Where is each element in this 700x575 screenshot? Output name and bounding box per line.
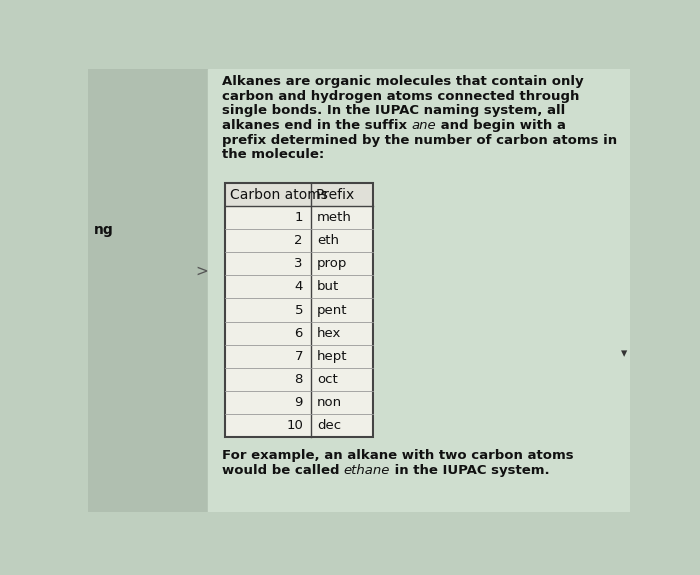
Bar bbox=[225, 183, 372, 437]
Text: ng: ng bbox=[94, 223, 113, 237]
Text: eth: eth bbox=[317, 234, 339, 247]
Text: ▾: ▾ bbox=[621, 347, 627, 361]
Text: Prefix: Prefix bbox=[315, 187, 355, 201]
Text: For example, an alkane with two carbon atoms: For example, an alkane with two carbon a… bbox=[222, 450, 573, 462]
Text: 2: 2 bbox=[295, 234, 303, 247]
Bar bbox=[88, 69, 208, 512]
Text: 10: 10 bbox=[286, 419, 303, 432]
Text: hept: hept bbox=[317, 350, 347, 363]
Text: Alkanes are organic molecules that contain only: Alkanes are organic molecules that conta… bbox=[222, 75, 583, 88]
Text: Carbon atoms: Carbon atoms bbox=[230, 187, 328, 201]
Text: and begin with a: and begin with a bbox=[436, 119, 566, 132]
Text: 1: 1 bbox=[295, 211, 303, 224]
Text: oct: oct bbox=[317, 373, 337, 386]
Text: carbon and hydrogen atoms connected through: carbon and hydrogen atoms connected thro… bbox=[222, 90, 579, 103]
Text: meth: meth bbox=[317, 211, 352, 224]
Text: the molecule:: the molecule: bbox=[222, 148, 324, 162]
Text: alkanes end in the suffix: alkanes end in the suffix bbox=[222, 119, 411, 132]
Text: >: > bbox=[195, 263, 208, 278]
Text: prop: prop bbox=[317, 257, 347, 270]
Text: dec: dec bbox=[317, 419, 341, 432]
Text: prefix determined by the number of carbon atoms in: prefix determined by the number of carbo… bbox=[222, 133, 617, 147]
Text: 5: 5 bbox=[295, 304, 303, 316]
Text: hex: hex bbox=[317, 327, 342, 340]
Text: ethane: ethane bbox=[344, 464, 390, 477]
Text: but: but bbox=[317, 281, 339, 293]
Text: 3: 3 bbox=[295, 257, 303, 270]
Text: 8: 8 bbox=[295, 373, 303, 386]
Bar bbox=[208, 69, 630, 512]
Text: ane: ane bbox=[411, 119, 436, 132]
Text: pent: pent bbox=[317, 304, 347, 316]
Text: 9: 9 bbox=[295, 396, 303, 409]
Text: 4: 4 bbox=[295, 281, 303, 293]
Text: would be called: would be called bbox=[222, 464, 344, 477]
Text: 6: 6 bbox=[295, 327, 303, 340]
Text: single bonds. In the IUPAC naming system, all: single bonds. In the IUPAC naming system… bbox=[222, 105, 565, 117]
Text: in the IUPAC system.: in the IUPAC system. bbox=[390, 464, 550, 477]
Bar bbox=[225, 183, 372, 206]
Text: non: non bbox=[317, 396, 342, 409]
Text: 7: 7 bbox=[295, 350, 303, 363]
Bar bbox=[225, 183, 372, 437]
